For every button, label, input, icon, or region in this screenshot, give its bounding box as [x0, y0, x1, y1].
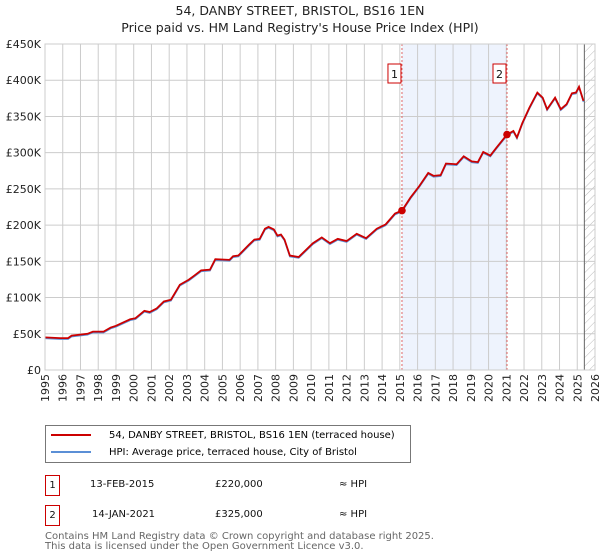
y-tick-label: £150K	[6, 255, 42, 268]
x-tick-label: 2002	[163, 374, 176, 402]
x-tick-label: 2007	[252, 374, 265, 402]
sale-label: 1	[391, 68, 398, 81]
plot-border	[44, 43, 596, 371]
x-tick-label: 1998	[92, 374, 105, 402]
x-tick-label: 2017	[429, 374, 442, 402]
x-tick-label: 2018	[447, 374, 460, 402]
x-tick-label: 2005	[216, 374, 229, 402]
x-tick-label: 2008	[270, 374, 283, 402]
x-tick-label: 2015	[394, 374, 407, 402]
x-tick-label: 2025	[571, 374, 584, 402]
legend: 54, DANBY STREET, BRISTOL, BS16 1EN (ter…	[45, 425, 411, 463]
x-tick-label: 2019	[465, 374, 478, 402]
x-tick-label: 2009	[287, 374, 300, 402]
chart-title-line1: 54, DANBY STREET, BRISTOL, BS16 1EN	[175, 3, 425, 18]
x-tick-label: 2013	[358, 374, 371, 402]
x-tick-label: 2024	[554, 374, 567, 402]
sale-label-box	[387, 63, 402, 84]
y-tick-label: £100K	[6, 292, 42, 305]
legend-label-hpi: HPI: Average price, terraced house, City…	[109, 446, 357, 458]
x-tick-label: 2020	[483, 374, 496, 402]
x-tick-label: 2003	[181, 374, 194, 402]
x-tick-label: 1997	[74, 374, 87, 402]
y-tick-label: £50K	[13, 328, 42, 341]
x-tick-label: 2012	[341, 374, 354, 402]
transaction-date: 13-FEB-2015	[90, 479, 155, 490]
y-tick-label: £300K	[6, 147, 42, 160]
transaction-hpi: ≈ HPI	[339, 509, 368, 520]
transaction-date: 14-JAN-2021	[92, 509, 156, 520]
legend-swatch-price	[51, 434, 91, 436]
x-tick-label: 2021	[500, 374, 513, 402]
transaction-row: 2 14-JAN-2021 £325,000 ≈ HPI	[45, 505, 465, 527]
sale-period-shading	[401, 44, 507, 370]
sale-label: 2	[496, 68, 503, 81]
x-tick-label: 2001	[145, 374, 158, 402]
x-tick-label: 2011	[323, 374, 336, 402]
transaction-price: £220,000	[215, 479, 263, 490]
y-tick-label: £200K	[6, 219, 42, 232]
price-line	[44, 84, 585, 340]
x-tick-label: 2000	[128, 374, 141, 402]
x-tick-label: 2022	[518, 374, 531, 402]
x-tick-label: 2010	[305, 374, 318, 402]
footer-copyright: Contains HM Land Registry data © Crown c…	[45, 531, 434, 542]
price-chart: 1995 1996 1997 1998 1999 2000 2001 2002 2003 2004…	[6, 38, 600, 402]
x-tick-label: 2006	[234, 374, 247, 402]
sale-point	[503, 130, 511, 139]
x-tick-label: 2026	[589, 374, 600, 402]
x-tick-label: 1995	[39, 374, 52, 402]
transaction-number: 1	[45, 475, 60, 496]
legend-item-hpi: HPI: Average price, terraced house, City…	[46, 444, 357, 460]
legend-item-price: 54, DANBY STREET, BRISTOL, BS16 1EN (ter…	[46, 427, 395, 443]
y-tick-label: £0	[27, 364, 41, 377]
legend-label-price: 54, DANBY STREET, BRISTOL, BS16 1EN (ter…	[109, 429, 395, 441]
legend-swatch-hpi	[51, 451, 91, 453]
y-tick-label: £350K	[6, 110, 42, 123]
x-tick-label: 1996	[57, 374, 70, 402]
chart-title-line2: Price paid vs. HM Land Registry's House …	[121, 20, 479, 35]
y-tick-label: £250K	[6, 183, 42, 196]
x-tick-label: 2023	[536, 374, 549, 402]
transaction-row: 1 13-FEB-2015 £220,000 ≈ HPI	[45, 475, 465, 497]
transaction-price: £325,000	[215, 509, 263, 520]
x-tick-label: 2016	[412, 374, 425, 402]
x-tick-label: 2014	[376, 374, 389, 402]
y-tick-label: £400K	[6, 74, 42, 87]
x-tick-label: 2004	[199, 374, 212, 402]
x-tick-label: 1999	[110, 374, 123, 402]
footer-licence: This data is licensed under the Open Gov…	[45, 541, 364, 552]
sale-point	[398, 206, 406, 215]
y-tick-label: £450K	[6, 38, 42, 51]
forecast-hatch	[584, 44, 595, 370]
transaction-number: 2	[45, 505, 60, 526]
transaction-hpi: ≈ HPI	[339, 479, 368, 490]
sale-label-box	[492, 63, 507, 84]
